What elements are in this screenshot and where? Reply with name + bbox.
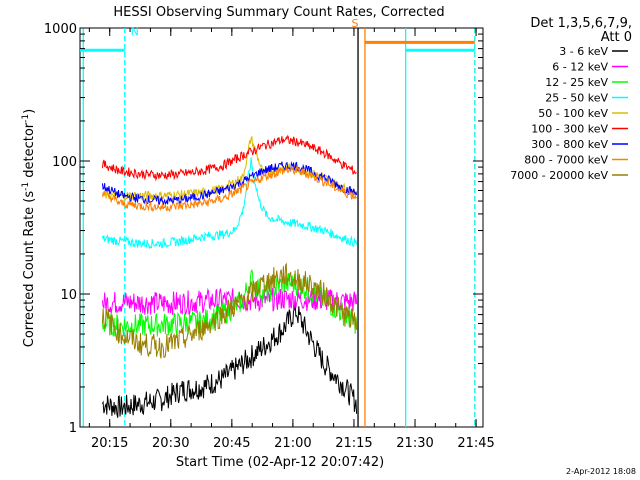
- legend: Det 1,3,5,6,7,9, Att 0 3 - 6 keV 6 - 12 k…: [510, 16, 632, 182]
- x-tick-label: 20:30: [152, 436, 189, 451]
- flag-markers: NS: [80, 17, 476, 427]
- y-axis-label-middle: detector: [22, 122, 37, 182]
- legend-entry-label: 800 - 7000 keV: [524, 154, 608, 167]
- y-axis-label-sup2: -1: [21, 114, 31, 123]
- series-line: [101, 134, 357, 182]
- series-line: [102, 136, 358, 202]
- x-tick-label: 21:15: [335, 436, 372, 451]
- series-lines: [101, 134, 358, 418]
- y-axis-label-prefix: Corrected Count Rate (s: [22, 191, 37, 348]
- y-axis-label: Corrected Count Rate (s-1 detector-1): [21, 109, 37, 347]
- legend-header-line2: Att 0: [601, 30, 632, 45]
- legend-header-line1: Det 1,3,5,6,7,9,: [530, 16, 632, 31]
- x-axis-label: Start Time (02-Apr-12 20:07:42): [176, 455, 384, 470]
- flag-label: S: [351, 17, 358, 30]
- series-line: [101, 287, 358, 316]
- legend-entry-label: 7000 - 20000 keV: [510, 169, 608, 182]
- chart-title: HESSI Observing Summary Count Rates, Cor…: [113, 5, 444, 20]
- legend-entry-label: 50 - 100 keV: [538, 107, 608, 120]
- legend-entry-label: 12 - 25 keV: [545, 76, 608, 89]
- x-tick-label: 20:15: [91, 436, 128, 451]
- series-line: [101, 157, 358, 250]
- x-tick-label: 21:45: [457, 436, 494, 451]
- y-tick-label: 10: [60, 288, 77, 303]
- date-stamp: 2-Apr-2012 18:08: [566, 467, 636, 476]
- x-tick-label: 21:30: [396, 436, 433, 451]
- series-line: [101, 160, 358, 207]
- y-tick-label: 1000: [44, 22, 77, 37]
- legend-entry-label: 300 - 800 keV: [531, 138, 608, 151]
- y-tick-label: 100: [52, 155, 77, 170]
- flag-label: N: [131, 25, 139, 38]
- y-axis-label-sup1: -1: [21, 182, 31, 191]
- legend-entry-label: 25 - 50 keV: [545, 92, 608, 105]
- series-line: [101, 262, 358, 359]
- series-line: [101, 165, 358, 213]
- legend-entry-label: 100 - 300 keV: [531, 123, 608, 136]
- legend-entry-label: 6 - 12 keV: [552, 61, 608, 74]
- axis-ticks: 20:15 20:30 20:45 21:00 21:15 21:30 21:45 1 10 10…: [44, 22, 495, 451]
- legend-entry-label: 3 - 6 keV: [559, 45, 608, 58]
- y-axis-label-suffix: ): [22, 109, 37, 114]
- x-tick-label: 20:45: [213, 436, 250, 451]
- y-tick-label: 1: [69, 421, 77, 436]
- x-tick-label: 21:00: [274, 436, 311, 451]
- series-line: [101, 300, 358, 418]
- plot-frame: [79, 27, 484, 428]
